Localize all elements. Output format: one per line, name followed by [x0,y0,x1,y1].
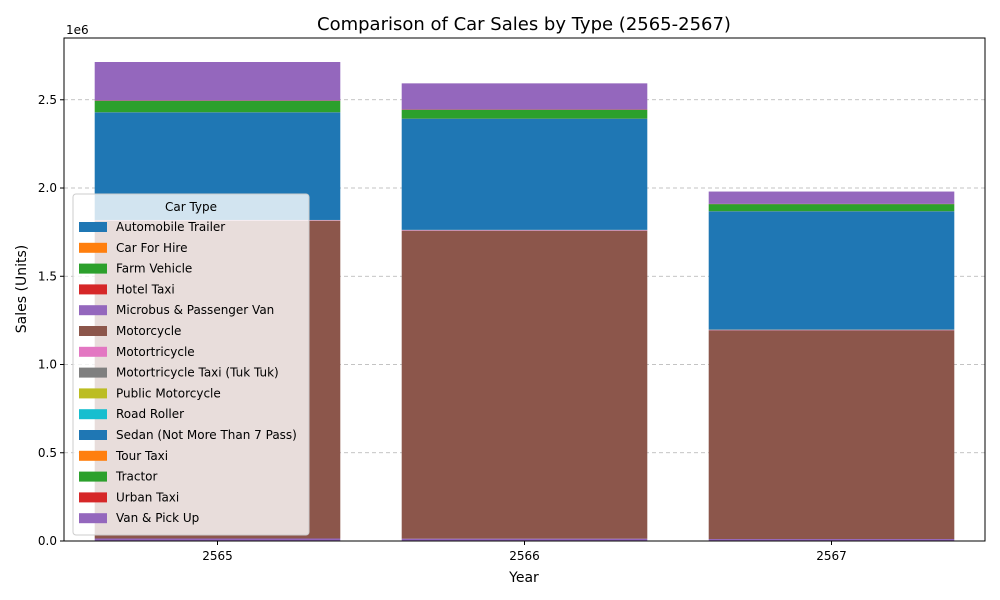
x-axis-label: Year [508,570,539,586]
y-tick-label: 0.0 [38,534,57,548]
y-axis-label: Sales (Units) [14,245,30,333]
y-tick-label: 0.5 [38,446,57,460]
legend-swatch [79,367,107,378]
legend-entry: Road Roller [116,407,184,421]
legend-entry: Hotel Taxi [116,282,175,296]
legend-entry: Motorcycle [116,324,181,338]
legend-entry: Farm Vehicle [116,262,192,276]
bar-segment [401,118,648,230]
x-axis-ticks: 2565 2566 2567 [202,541,847,563]
bar-segment [401,83,648,110]
bar-segment [94,538,341,541]
legend: Car Type Automobile Trailer Car For Hire F… [72,193,310,536]
legend-swatch [79,326,107,336]
legend-entry: Automobile Trailer [116,220,225,234]
legend-swatch [79,263,107,274]
bar-segment [708,211,955,330]
x-tick-label: 2565 [202,549,233,563]
legend-entry: Van & Pick Up [116,511,199,525]
legend-box [72,193,310,536]
legend-swatch [79,346,107,357]
bar-segment [708,330,955,540]
legend-swatch [79,513,107,524]
legend-entry: Microbus & Passenger Van [116,303,274,317]
legend-entry: Urban Taxi [116,490,179,504]
legend-entry: Sedan (Not More Than 7 Pass) [116,428,297,442]
legend-entry: Motortricycle [116,345,195,359]
x-tick-label: 2566 [509,549,540,563]
legend-title: Car Type [165,200,217,214]
x-tick-label: 2567 [816,549,847,563]
legend-swatch [79,284,107,295]
bar-segment [401,230,648,539]
legend-swatch [79,222,107,232]
y-axis-ticks: 0.0 0.5 1.0 1.5 2.0 2.5 [38,93,64,548]
legend-swatch [79,409,107,420]
legend-entry: Motortricycle Taxi (Tuk Tuk) [116,366,279,380]
bar-segment [401,109,648,119]
legend-entry: Tour Taxi [115,449,168,463]
legend-swatch [79,492,107,503]
y-axis-scale-note: 1e6 [66,23,89,37]
y-tick-label: 1.0 [38,358,57,372]
bar-segment [708,204,955,212]
bar-segment [94,100,341,113]
chart-title: Comparison of Car Sales by Type (2565-25… [317,14,731,35]
bar-segment [708,539,955,541]
legend-swatch [79,242,107,253]
legend-swatch [79,450,107,461]
bar-segment [401,230,648,231]
bar-segment [401,538,648,541]
legend-swatch [79,388,107,399]
legend-swatch [79,305,107,316]
legend-items: Automobile Trailer Car For Hire Farm Vehic… [79,220,297,525]
legend-swatch [79,430,107,440]
bar-segment [94,62,341,101]
legend-swatch [79,471,107,482]
legend-entry: Tractor [115,470,157,484]
y-tick-label: 1.5 [38,269,57,283]
bar-segment [708,191,955,204]
legend-entry: Car For Hire [116,241,187,255]
y-tick-label: 2.0 [38,181,57,195]
y-tick-label: 2.5 [38,93,57,107]
legend-entry: Public Motorcycle [116,386,221,400]
